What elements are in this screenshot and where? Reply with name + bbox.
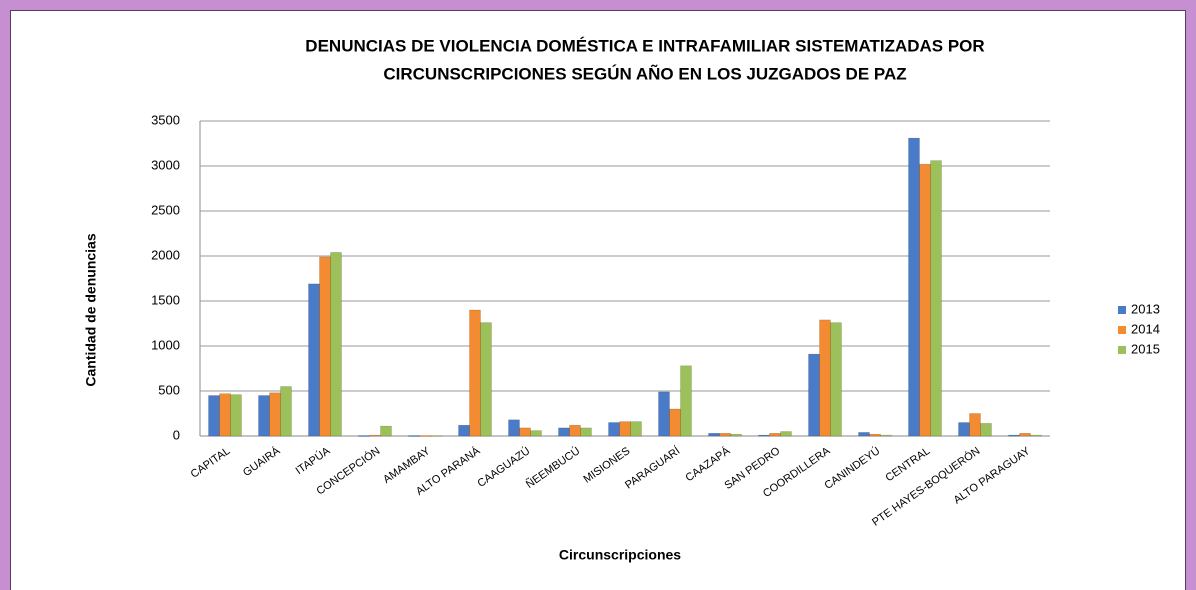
bar bbox=[580, 427, 592, 437]
y-tick-label: 0 bbox=[173, 427, 180, 442]
y-tick-label: 500 bbox=[158, 382, 180, 397]
legend-swatch bbox=[1118, 326, 1126, 334]
bar bbox=[808, 353, 820, 437]
x-tick-label: CANINDEYÚ bbox=[822, 444, 883, 492]
bar bbox=[869, 433, 881, 437]
y-tick-label: 3000 bbox=[151, 157, 180, 172]
bar bbox=[658, 391, 670, 437]
bar bbox=[758, 434, 770, 437]
x-tick-label: ÑEEMBUCÚ bbox=[523, 444, 582, 491]
bar bbox=[858, 432, 870, 437]
x-tick-label: CAAZAPÁ bbox=[683, 444, 733, 484]
x-tick-label: CENTRAL bbox=[883, 445, 932, 484]
bar bbox=[469, 309, 481, 437]
bar bbox=[408, 435, 420, 437]
bar bbox=[619, 421, 631, 437]
bar bbox=[980, 423, 992, 437]
legend-label: 2015 bbox=[1131, 341, 1160, 356]
chart-title: DENUNCIAS DE VIOLENCIA DOMÉSTICA E INTRA… bbox=[305, 36, 984, 55]
bar bbox=[380, 425, 392, 437]
bar bbox=[1008, 434, 1020, 437]
y-tick-label: 2500 bbox=[151, 202, 180, 217]
bar bbox=[819, 319, 831, 437]
bar bbox=[280, 386, 292, 437]
bar bbox=[230, 394, 242, 437]
chart-title: CIRCUNSCRIPCIONES SEGÚN AÑO EN LOS JUZGA… bbox=[383, 63, 906, 83]
bar bbox=[458, 424, 470, 437]
bar bbox=[208, 395, 220, 437]
bar bbox=[569, 424, 581, 437]
bar bbox=[369, 434, 381, 437]
bar bbox=[219, 393, 231, 437]
bar bbox=[358, 435, 370, 437]
legend-swatch bbox=[1118, 306, 1126, 314]
bar bbox=[780, 431, 792, 437]
bar bbox=[430, 435, 442, 437]
bar bbox=[930, 160, 942, 437]
bar bbox=[719, 433, 731, 437]
y-tick-label: 1500 bbox=[151, 292, 180, 307]
bar bbox=[708, 433, 720, 437]
bar bbox=[669, 408, 681, 437]
bar bbox=[480, 322, 492, 437]
bar bbox=[908, 137, 920, 437]
bar bbox=[608, 422, 620, 437]
x-tick-label: GUAIRÁ bbox=[240, 444, 283, 479]
frame bbox=[10, 10, 1186, 590]
bar bbox=[508, 419, 520, 437]
bar bbox=[558, 427, 570, 437]
y-tick-label: 1000 bbox=[151, 337, 180, 352]
bar bbox=[880, 434, 892, 437]
bar bbox=[269, 392, 281, 437]
bar bbox=[1019, 433, 1031, 437]
y-tick-label: 3500 bbox=[151, 112, 180, 127]
legend-swatch bbox=[1118, 346, 1126, 354]
bar bbox=[830, 322, 842, 437]
bar bbox=[330, 252, 342, 437]
bar bbox=[319, 256, 331, 437]
bar bbox=[919, 163, 931, 437]
bar bbox=[308, 283, 320, 437]
legend-label: 2014 bbox=[1131, 321, 1160, 336]
bar bbox=[1030, 434, 1042, 437]
bar bbox=[730, 433, 742, 437]
bar bbox=[680, 365, 692, 437]
bar bbox=[630, 421, 642, 437]
bar bbox=[519, 427, 531, 437]
x-tick-label: CAPITAL bbox=[189, 445, 233, 481]
bar bbox=[258, 395, 270, 437]
bar bbox=[769, 433, 781, 437]
bar bbox=[958, 422, 970, 437]
legend-label: 2013 bbox=[1131, 301, 1160, 316]
bar bbox=[419, 435, 431, 437]
y-axis-label: Cantidad de denuncias bbox=[83, 233, 99, 386]
y-tick-label: 2000 bbox=[151, 247, 180, 262]
bar bbox=[530, 430, 542, 437]
x-tick-label: PARAGUARÍ bbox=[623, 444, 684, 492]
x-axis-label: Circunscripciones bbox=[559, 547, 681, 563]
x-tick-label: ITAPÚA bbox=[293, 444, 333, 477]
bar bbox=[969, 413, 981, 437]
x-tick-label: CAAGUAZÚ bbox=[475, 444, 533, 490]
